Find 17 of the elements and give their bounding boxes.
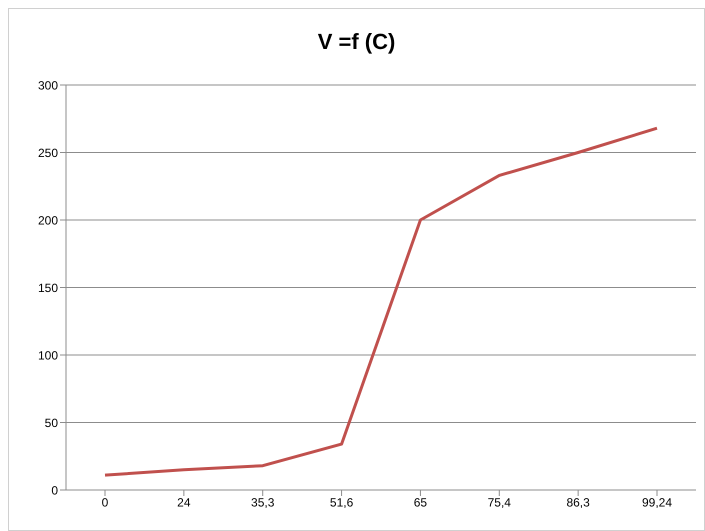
x-tick-label: 51,6 bbox=[330, 496, 354, 510]
x-tick-label: 24 bbox=[177, 496, 191, 510]
x-tick-label: 86,3 bbox=[566, 496, 590, 510]
y-tick-label: 300 bbox=[38, 78, 58, 92]
x-tick-label: 75,4 bbox=[488, 496, 512, 510]
line-series bbox=[104, 126, 658, 477]
x-tick-label: 35,3 bbox=[251, 496, 275, 510]
x-tick-label: 0 bbox=[102, 496, 109, 510]
x-tick-label: 99,24 bbox=[642, 496, 672, 510]
y-tick-label: 150 bbox=[38, 280, 58, 295]
chart-title: V =f (C) bbox=[316, 29, 396, 55]
y-tick-label: 100 bbox=[38, 348, 58, 362]
y-tick-label: 200 bbox=[38, 213, 58, 228]
y-tick-label: 250 bbox=[38, 146, 58, 160]
y-tick-label: 0 bbox=[51, 483, 58, 498]
y-tick-label: 50 bbox=[44, 416, 58, 430]
x-tick-label: 65 bbox=[414, 496, 428, 510]
